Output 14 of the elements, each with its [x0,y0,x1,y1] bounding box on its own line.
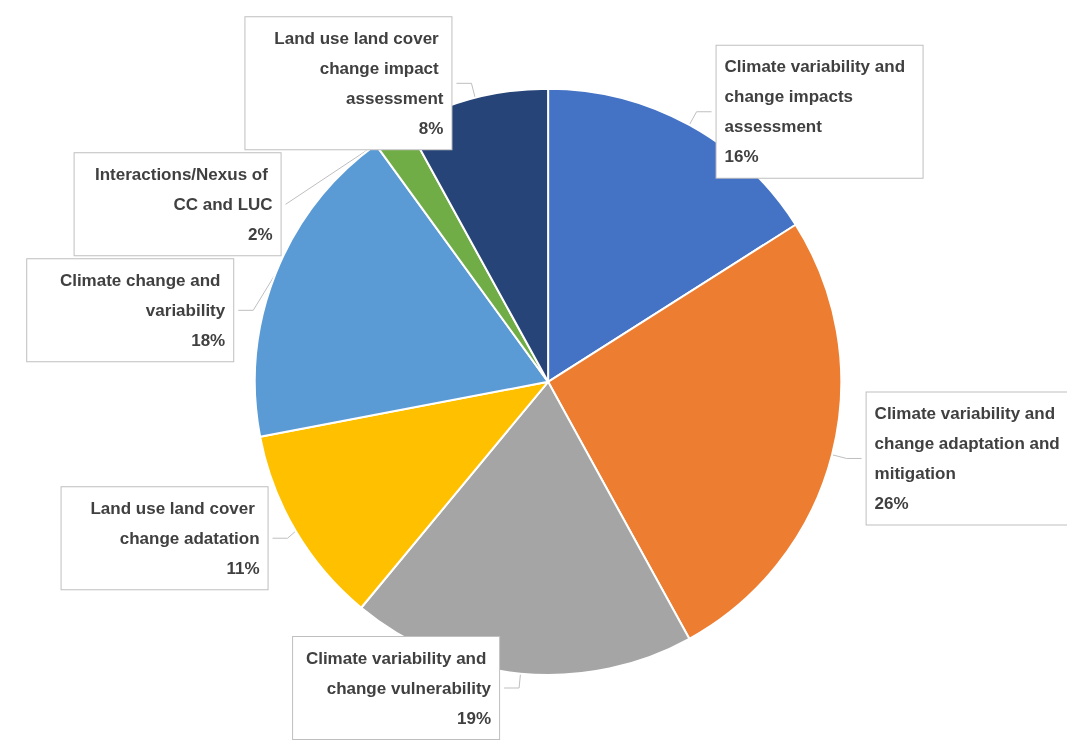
data-label: 18% [191,330,226,350]
slice-label: Climate variability and change impacts assessment [724,57,910,137]
slice-label: Land use land cover change adatation [90,498,260,548]
slice-label: Interactions/Nexus of CC and LUC [94,164,273,214]
data-label: 19% [457,708,492,728]
slice-label: Climate variability and change vulnerability [305,648,492,698]
slice-label: Land use land cover change impact assessment [274,28,444,108]
data-label: 2% [248,224,273,244]
slice-label: Climate variability and change adaptation and mitigation [874,403,1065,483]
data-label: 16% [724,147,759,167]
data-label: 8% [418,118,444,138]
slice-label: Climate change and variability [59,270,226,320]
data-label: 26% [874,493,909,513]
data-label: 11% [226,558,260,578]
